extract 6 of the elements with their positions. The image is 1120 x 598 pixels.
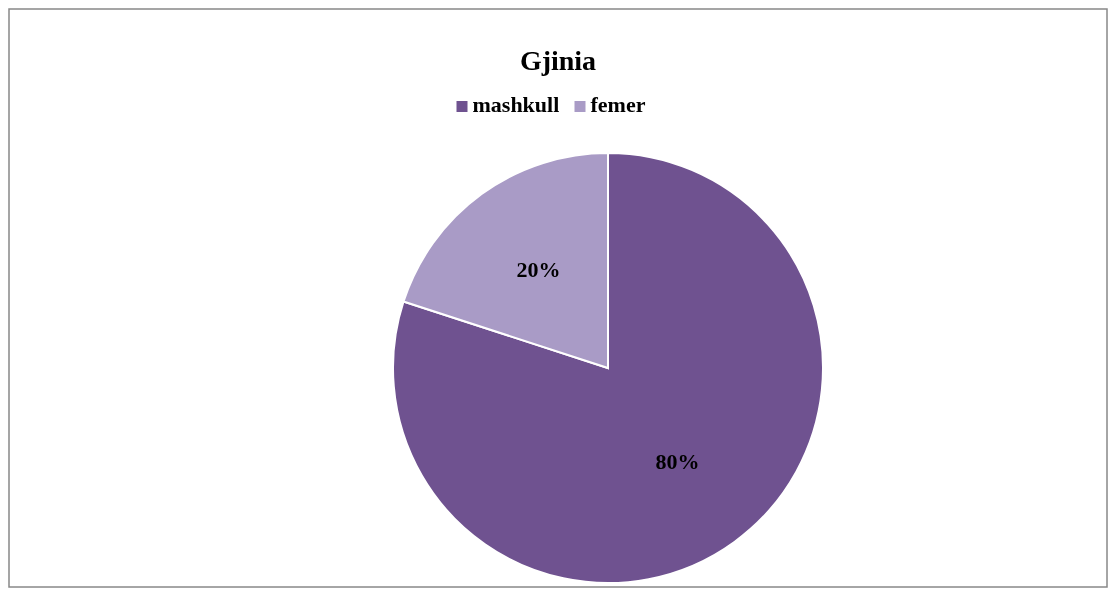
legend-label: mashkull [472, 92, 560, 117]
pie-slice [392, 152, 824, 584]
data-label: 20% [516, 257, 561, 283]
legend-label: femer [590, 92, 646, 117]
chart-title: Gjinia [519, 45, 597, 76]
data-label: 80% [655, 448, 700, 474]
